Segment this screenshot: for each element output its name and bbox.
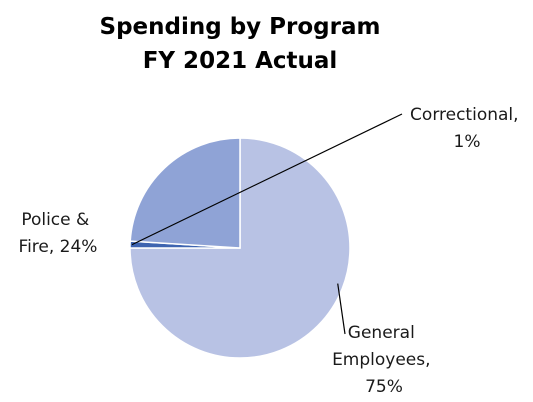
- data-label-police-fire: Police & Fire, 24%: [19, 210, 98, 257]
- leader-lines: [131, 113, 403, 335]
- label-correctional-line2: 1%: [454, 132, 481, 152]
- pie-slices: [129, 137, 351, 359]
- data-labels: General Employees, 75% Correctional, 1% …: [19, 105, 524, 397]
- leader-line-correctional: [131, 113, 403, 246]
- label-police-line2: Fire, 24%: [19, 237, 98, 257]
- label-police-line1: Police &: [21, 210, 89, 230]
- label-general-line2: Employees,: [332, 350, 430, 370]
- label-correctional-line1: Correctional,: [410, 105, 519, 125]
- pie-slice-police-fire: [129, 137, 241, 249]
- data-label-general-employees: General Employees, 75%: [332, 323, 436, 397]
- data-label-correctional: Correctional, 1%: [410, 105, 524, 152]
- chart-title-line1: Spending by Program: [99, 14, 381, 40]
- chart-title: Spending by Program FY 2021 Actual: [0, 10, 480, 78]
- label-general-line3: 75%: [365, 377, 403, 397]
- leader-line-general-employees: [337, 283, 346, 335]
- chart-title-line2: FY 2021 Actual: [142, 48, 338, 74]
- label-general-line1: General: [348, 323, 415, 343]
